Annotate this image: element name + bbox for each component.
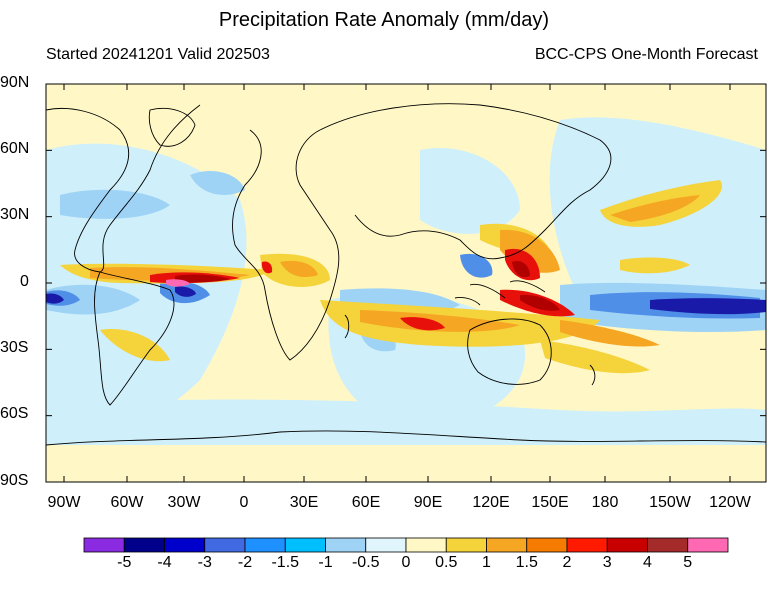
coast-australia: [467, 318, 552, 385]
dark-blue-regions: [46, 286, 766, 315]
coast-new-zealand: [589, 364, 596, 386]
colorbar-label: -0.5: [351, 554, 380, 571]
colorbar-label: -5: [117, 554, 132, 571]
y-tick-label: 60S: [0, 405, 29, 422]
coast-asia: [319, 103, 612, 260]
x-tick-label: 30E: [289, 494, 319, 511]
x-tick-label: 150E: [531, 494, 569, 511]
colorbar-swatch: [687, 537, 729, 553]
x-tick-label: 60W: [110, 494, 144, 511]
x-tick-label: 30W: [167, 494, 201, 511]
x-tick-label: 120W: [709, 494, 751, 511]
coast-north-america: [46, 104, 201, 273]
coast-greenland: [148, 107, 196, 147]
colorbar-label: 2: [562, 554, 572, 571]
axis-ticks: [46, 83, 766, 483]
colorbar-swatch: [123, 537, 165, 553]
y-tick-label: 30S: [0, 339, 29, 356]
colorbar-swatch: [325, 537, 367, 553]
y-tick-label: 90N: [0, 74, 30, 91]
colorbar-swatch: [83, 537, 125, 553]
coast-europe-africa: [232, 129, 340, 361]
colorbar-label: 5: [683, 554, 693, 571]
colorbar-swatch: [647, 537, 689, 553]
colorbar-swatch: [445, 537, 487, 553]
colorbar-swatch: [526, 537, 568, 553]
colorbar-swatch: [284, 537, 326, 553]
x-tick-label: 90E: [413, 494, 443, 511]
colorbar-label: 1.5: [515, 554, 538, 571]
colorbar-swatch: [244, 537, 286, 553]
colorbar-swatch: [405, 537, 447, 553]
colorbar-swatch: [486, 537, 528, 553]
colorbar-swatch: [566, 537, 608, 553]
coast-south-america: [94, 271, 175, 406]
pink-regions: [166, 279, 190, 287]
colorbar-label: 1: [482, 554, 491, 571]
colorbar-label: -1.5: [271, 554, 300, 571]
subtitle-model: BCC-CPS One-Month Forecast: [534, 46, 758, 63]
chart-title: Precipitation Rate Anomaly (mm/day): [218, 9, 550, 31]
y-tick-label: 90S: [0, 472, 29, 489]
x-tick-label: 150W: [649, 494, 691, 511]
colorbar-label: -3: [197, 554, 212, 571]
coast-indonesia: [454, 280, 546, 306]
x-tick-label: 90W: [47, 494, 81, 511]
colorbar-label: 3: [602, 554, 612, 571]
colorbar-label: -1: [318, 554, 333, 571]
coast-madagascar: [344, 314, 350, 339]
colorbar-label: 4: [643, 554, 652, 571]
x-tick-label: 120E: [472, 494, 510, 511]
x-tick-label: 60E: [351, 494, 381, 511]
anomaly-field: [46, 103, 766, 446]
x-tick-label: 0: [239, 494, 249, 511]
colorbar-swatch: [606, 537, 648, 553]
colorbar-label: 0: [401, 554, 411, 571]
colorbar-swatch: [365, 537, 407, 553]
colorbar-swatch: [164, 537, 206, 553]
colorbar-label: -2: [237, 554, 253, 571]
dark-red-regions: [175, 260, 560, 311]
y-tick-label: 0: [20, 273, 29, 290]
y-tick-label: 60N: [0, 140, 30, 157]
colorbar-swatch: [204, 537, 246, 553]
colorbar-label: -4: [157, 554, 172, 571]
coastlines: [46, 103, 766, 446]
coast-antarctica: [46, 430, 766, 446]
y-tick-label: 30N: [0, 206, 30, 223]
subtitle-dates: Started 20241201 Valid 202503: [46, 46, 270, 63]
x-tick-label: 180: [591, 494, 619, 511]
colorbar-label: 0.5: [435, 554, 458, 571]
